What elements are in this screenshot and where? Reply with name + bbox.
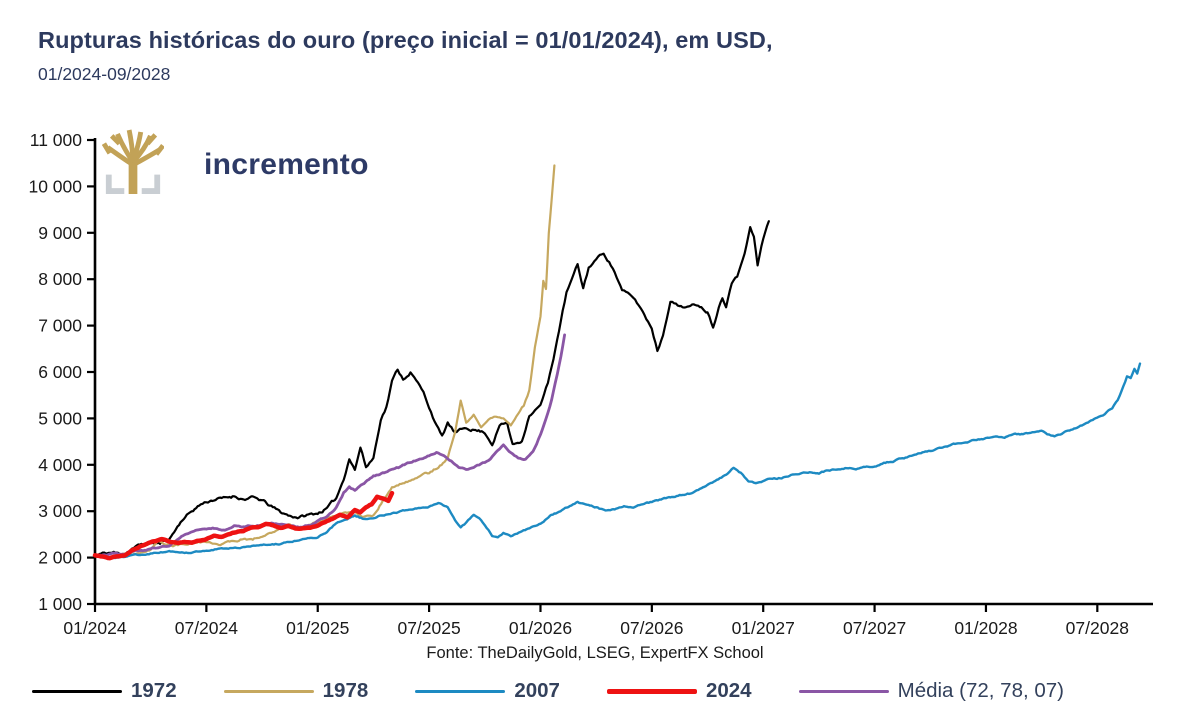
legend-label: 1972 (131, 679, 177, 702)
y-tick-label: 6 000 (38, 362, 82, 382)
source-note: Fonte: TheDailyGold, LSEG, ExpertFX Scho… (426, 644, 764, 662)
legend-item-1978: 1978 (223, 679, 369, 703)
x-tick-label: 01/2024 (63, 618, 127, 638)
legend-label: 2007 (514, 679, 560, 702)
y-tick-label: 9 000 (38, 223, 82, 243)
x-tick-label: 01/2025 (286, 618, 349, 638)
brand-name: incremento (204, 148, 369, 181)
tree-logo-icon (101, 126, 165, 204)
x-tick-label: 07/2027 (843, 618, 906, 638)
chart-legend: 1972 1978 2007 2024 Média (72, 78, 07) (32, 679, 1064, 703)
series-line-m-dia-72-78-07- (93, 333, 566, 558)
x-tick-label: 01/2028 (954, 618, 1017, 638)
y-tick-label: 3 000 (38, 501, 82, 521)
legend-swatch (606, 688, 697, 694)
legend-item-1972: 1972 (32, 679, 177, 703)
legend-item-2007: 2007 (415, 679, 560, 703)
x-tick-label: 01/2026 (509, 618, 572, 638)
legend-swatch (415, 689, 506, 693)
y-tick-label: 8 000 (38, 269, 82, 289)
series-line-1978 (93, 164, 556, 560)
y-tick-label: 10 000 (28, 176, 82, 196)
y-tick-label: 2 000 (38, 548, 82, 568)
legend-label: 1978 (322, 679, 369, 702)
series-line-2024 (92, 490, 395, 561)
y-tick-label: 11 000 (30, 130, 82, 150)
legend-swatch (223, 689, 314, 693)
y-tick-label: 4 000 (38, 455, 82, 475)
x-tick-label: 07/2024 (175, 618, 239, 638)
y-tick-label: 1 000 (38, 594, 82, 614)
x-tick-label: 07/2025 (397, 618, 460, 638)
legend-label: Média (72, 78, 07) (897, 679, 1064, 702)
series-line-2007 (93, 362, 1142, 560)
legend-label: 2024 (705, 679, 752, 702)
legend-swatch (32, 689, 122, 693)
series-line-1972 (93, 220, 770, 557)
y-tick-label: 7 000 (38, 316, 82, 336)
axes (93, 138, 1153, 606)
legend-item-m-dia-72-78-07-: Média (72, 78, 07) (798, 679, 1064, 703)
legend-swatch (798, 689, 889, 693)
page-subtitle: 01/2024-09/2028 (38, 64, 171, 84)
x-tick-label: 07/2026 (620, 618, 683, 638)
brand-logo: incremento (101, 126, 369, 204)
y-tick-label: 5 000 (38, 408, 82, 428)
legend-item-2024: 2024 (606, 679, 752, 703)
page-title: Rupturas históricas do ouro (preço inici… (38, 27, 773, 53)
x-tick-label: 01/2027 (732, 618, 795, 638)
x-tick-label: 07/2028 (1066, 618, 1129, 638)
